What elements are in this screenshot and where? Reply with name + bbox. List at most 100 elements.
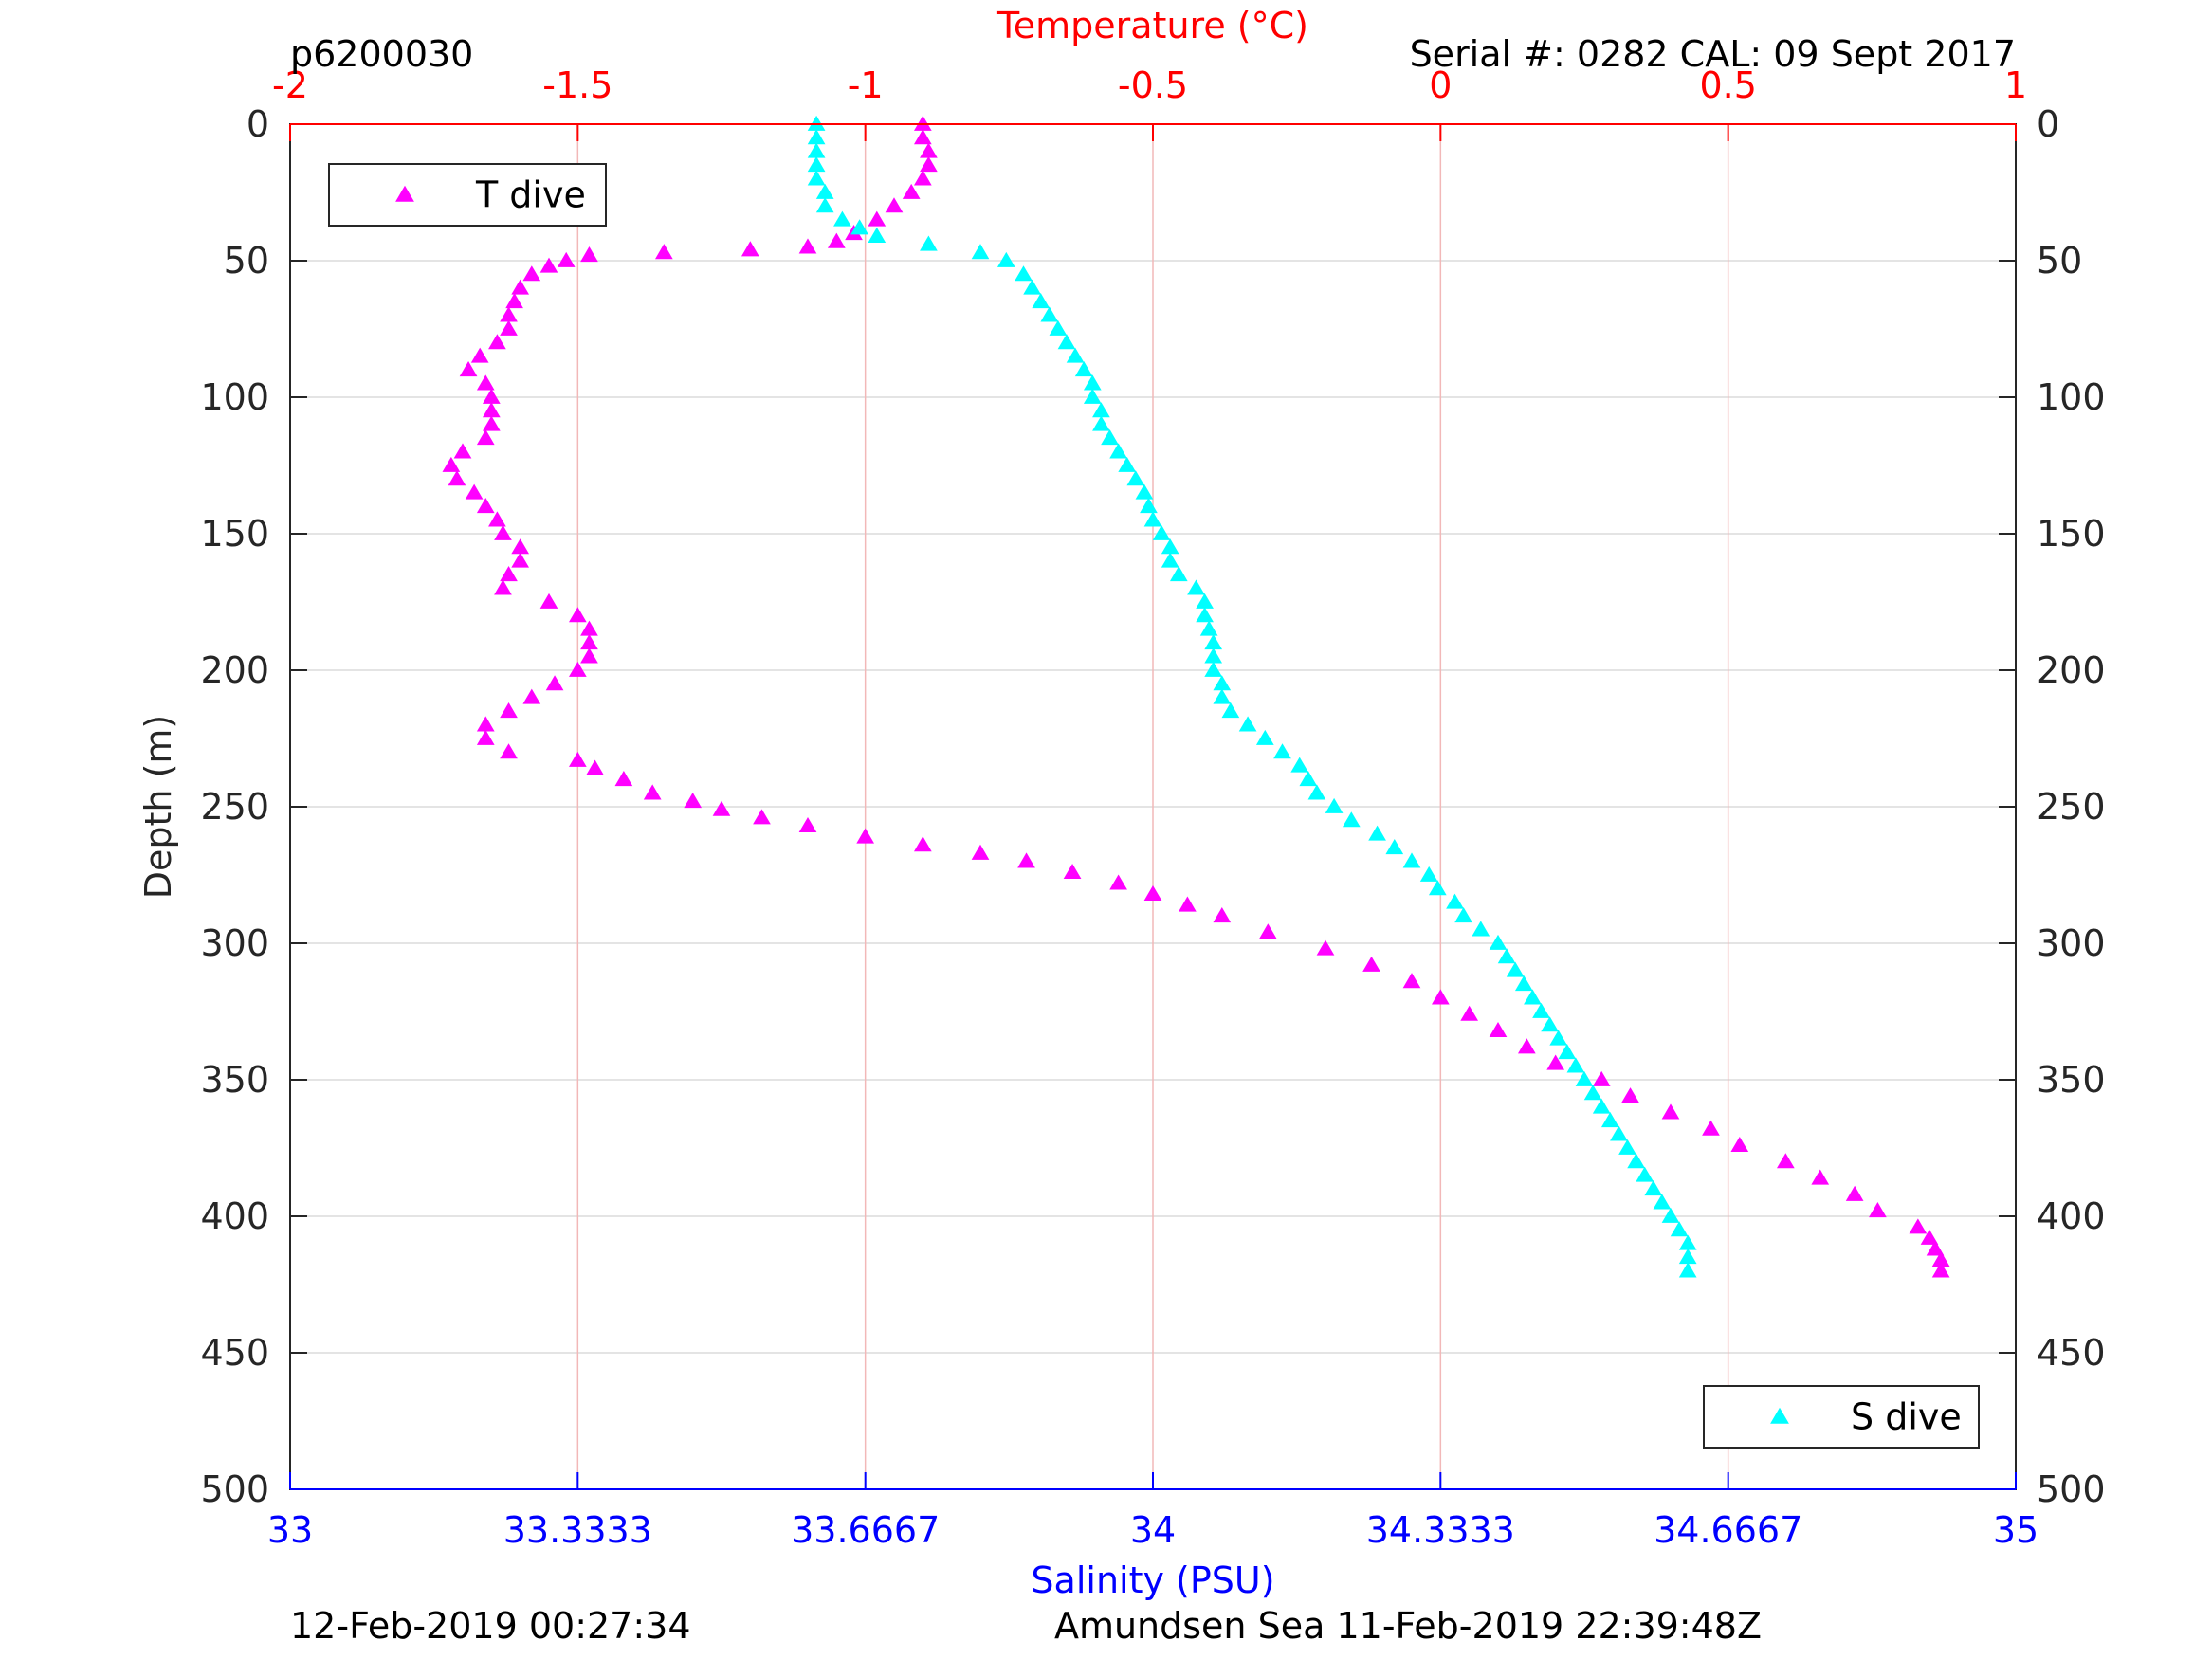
t-dive-point-37	[511, 552, 530, 568]
processing-date-label: 12-Feb-2019 00:27:34	[290, 1605, 691, 1647]
t-dive-point-32	[465, 483, 484, 500]
tick-label-right-400: 400	[2037, 1195, 2106, 1237]
t-dive-point-87	[1909, 1218, 1928, 1234]
t-dive-point-70	[1316, 939, 1335, 956]
t-dive-point-88	[1920, 1229, 1939, 1245]
t-dive-point-60	[856, 828, 875, 844]
t-dive-point-13	[580, 246, 598, 263]
s-dive-point-66	[1524, 989, 1542, 1005]
s-dive-point-72	[1575, 1070, 1594, 1086]
t-dive-point-19	[500, 306, 518, 322]
t-dive-point-84	[1811, 1169, 1830, 1185]
tick-label-left-350: 350	[200, 1059, 269, 1101]
s-dive-point-37	[1196, 592, 1214, 609]
s-dive-point-3	[807, 156, 826, 173]
t-dive-point-24	[476, 374, 495, 391]
temperature-axis-title: Temperature (°C)	[996, 5, 1308, 46]
t-dive-point-64	[1063, 863, 1082, 880]
s-dive-point-29	[1135, 483, 1154, 500]
t-dive-point-23	[459, 361, 478, 377]
t-dive-point-73	[1431, 989, 1450, 1005]
grid-lines	[290, 124, 2016, 1489]
s-dive-point-48	[1273, 743, 1291, 759]
s-dive-point-1	[807, 129, 826, 145]
tick-label-bottom-33.3333: 33.3333	[503, 1509, 652, 1551]
t-dive-point-10	[798, 238, 817, 254]
s-dive-point-5	[815, 183, 834, 199]
tick-label-right-350: 350	[2037, 1059, 2106, 1101]
s-dive-point-15	[1032, 293, 1051, 309]
s-dive-point-0	[807, 115, 826, 131]
s-dive-point-34	[1161, 552, 1179, 568]
s-dive-point-32	[1152, 524, 1171, 540]
t-dive-point-82	[1730, 1136, 1749, 1153]
tick-label-top--2: -2	[272, 64, 308, 106]
s-dive-point-54	[1368, 825, 1386, 841]
s-dive-point-20	[1074, 361, 1093, 377]
t-dive-point-75	[1489, 1021, 1508, 1038]
s-dive-point-23	[1092, 402, 1110, 418]
t-dive-point-7	[868, 210, 887, 227]
s-dive-point-68	[1541, 1016, 1559, 1032]
s-dive-point-44	[1213, 688, 1232, 704]
s-dive-point-27	[1118, 456, 1137, 472]
t-dive-point-31	[448, 470, 466, 486]
t-dive-point-85	[1845, 1185, 1864, 1201]
tick-label-right-500: 500	[2037, 1468, 2106, 1510]
t-dive-point-2	[920, 142, 938, 158]
tick-label-left-500: 500	[200, 1468, 269, 1510]
s-dive-point-65	[1514, 975, 1533, 992]
s-dive-point-69	[1549, 1030, 1568, 1046]
s-dive-point-63	[1497, 948, 1516, 964]
t-dive-point-36	[511, 538, 530, 555]
t-dive-point-6	[885, 197, 904, 213]
s-dive-point-62	[1489, 934, 1508, 950]
s-dive-point-35	[1169, 566, 1188, 582]
t-dive-point-38	[500, 566, 518, 582]
t-dive-point-26	[482, 402, 501, 418]
s-dive-point-25	[1101, 429, 1119, 446]
tick-label-bottom-33: 33	[267, 1509, 313, 1551]
series-layer	[442, 115, 1950, 1278]
t-dive-point-4	[913, 170, 932, 186]
t-dive-point-72	[1402, 973, 1421, 989]
s-dive-point-36	[1187, 579, 1205, 595]
s-dive-point-24	[1092, 415, 1110, 431]
series-t-dive	[442, 115, 1950, 1278]
s-dive-point-73	[1583, 1085, 1602, 1101]
s-dive-point-4	[807, 170, 826, 186]
tick-label-bottom-34: 34	[1130, 1509, 1176, 1551]
tick-label-top--1.5: -1.5	[542, 64, 612, 106]
t-dive-point-34	[488, 511, 506, 527]
t-dive-point-80	[1661, 1103, 1680, 1120]
s-dive-point-58	[1428, 880, 1447, 896]
legend-s-box	[1703, 1385, 1980, 1449]
s-dive-point-41	[1204, 647, 1223, 664]
t-dive-point-11	[740, 241, 759, 257]
legend-t-label: T dive	[475, 174, 586, 216]
t-dive-point-79	[1621, 1087, 1639, 1103]
s-dive-point-51	[1307, 784, 1326, 800]
t-dive-point-28	[476, 429, 495, 446]
s-dive-point-6	[815, 197, 834, 213]
s-dive-point-77	[1618, 1139, 1636, 1155]
s-dive-point-61	[1472, 921, 1490, 937]
t-dive-point-90	[1931, 1250, 1950, 1267]
s-dive-point-43	[1213, 675, 1232, 691]
s-dive-point-49	[1290, 757, 1309, 773]
t-dive-point-68	[1213, 907, 1232, 923]
s-dive-point-8	[850, 219, 868, 235]
profile-id-label: p6200030	[290, 33, 473, 75]
tick-label-top-1: 1	[2004, 64, 2027, 106]
t-dive-point-76	[1517, 1038, 1536, 1054]
s-dive-point-60	[1454, 907, 1472, 923]
t-dive-point-5	[902, 183, 921, 199]
t-dive-point-62	[971, 844, 990, 860]
s-dive-point-84	[1678, 1234, 1697, 1250]
t-dive-point-3	[920, 156, 938, 173]
t-dive-point-58	[753, 809, 771, 825]
s-dive-point-31	[1143, 511, 1162, 527]
s-dive-point-59	[1446, 893, 1464, 909]
tick-label-bottom-34.6667: 34.6667	[1654, 1509, 1802, 1551]
